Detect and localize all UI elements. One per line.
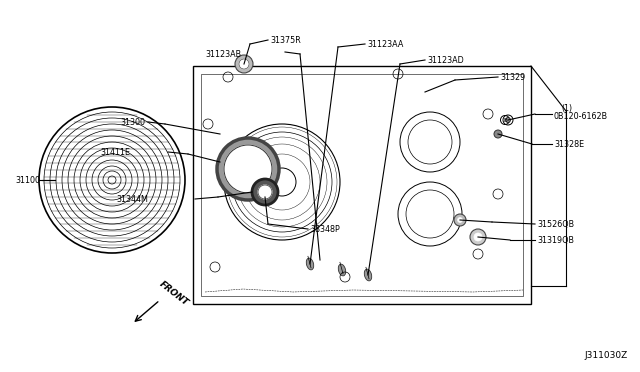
Circle shape [470, 229, 486, 245]
Circle shape [454, 214, 466, 226]
Text: 31319QB: 31319QB [537, 235, 574, 244]
Text: 31123AA: 31123AA [367, 39, 403, 48]
Text: 31123AD: 31123AD [427, 55, 464, 64]
Text: 31329: 31329 [500, 73, 525, 81]
Text: 31526QB: 31526QB [537, 219, 574, 228]
Text: 31375R: 31375R [270, 35, 301, 45]
Circle shape [217, 138, 279, 200]
Circle shape [474, 233, 482, 241]
Text: 31123AB: 31123AB [206, 49, 242, 58]
Circle shape [235, 55, 253, 73]
Text: 31100: 31100 [15, 176, 40, 185]
Circle shape [458, 218, 463, 222]
Ellipse shape [364, 269, 372, 281]
Text: 38348P: 38348P [310, 224, 340, 234]
Text: 31300: 31300 [120, 118, 145, 126]
Circle shape [252, 179, 278, 205]
Bar [193, 66, 531, 304]
Text: J311030Z: J311030Z [585, 351, 628, 360]
Text: (1): (1) [561, 103, 572, 112]
Text: 31344M: 31344M [116, 195, 148, 203]
Circle shape [258, 185, 272, 199]
Circle shape [506, 118, 511, 122]
Text: 31328E: 31328E [554, 140, 584, 148]
Text: 31411E: 31411E [100, 148, 130, 157]
Text: FRONT: FRONT [158, 280, 191, 308]
Ellipse shape [339, 264, 346, 276]
Text: B: B [503, 118, 507, 122]
Circle shape [224, 145, 272, 193]
Ellipse shape [307, 258, 314, 270]
Circle shape [494, 130, 502, 138]
Circle shape [239, 59, 249, 69]
Bar [201, 74, 523, 296]
Text: 0B120-6162B: 0B120-6162B [554, 112, 608, 121]
